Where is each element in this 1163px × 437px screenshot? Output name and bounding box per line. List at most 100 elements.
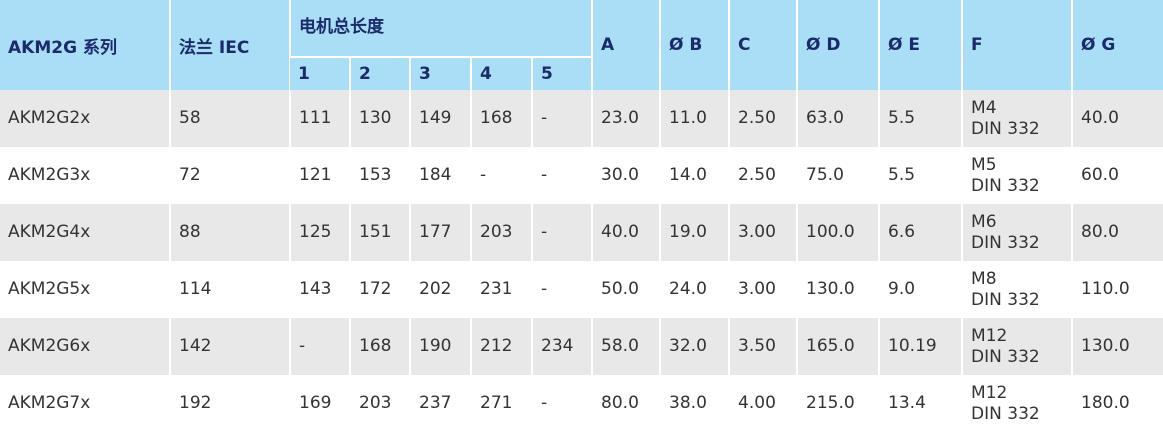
table-cell: 2.50	[728, 147, 798, 204]
cell-line: M4	[971, 97, 997, 118]
table-cell: 58	[169, 90, 290, 147]
column-header: Ø D	[796, 0, 880, 90]
column-header: A	[591, 0, 661, 90]
table-body: AKM2G2x 58 111 130 149 168-23.0 11.0 2.50 63.0 5.…	[0, 90, 1163, 432]
table-cell: 192	[169, 375, 290, 432]
table-cell: 24.0	[659, 261, 730, 318]
column-header: Ø B	[659, 0, 730, 90]
table-row: AKM2G2x 58 111 130 149 168-23.0 11.0 2.50 63.0 5.…	[0, 90, 1163, 147]
cell-line: M5	[971, 154, 997, 175]
table-cell: M12 DIN 332	[961, 375, 1073, 432]
table-cell: -	[530, 204, 593, 261]
cell-line: M12	[971, 382, 1008, 403]
table-cell: 75.0	[796, 147, 880, 204]
table-cell: -	[530, 147, 593, 204]
table-cell: 100.0	[796, 204, 880, 261]
table-cell: -	[289, 318, 350, 375]
table-cell: 180.0	[1071, 375, 1163, 432]
table-cell: 203	[349, 375, 410, 432]
table-cell: 11.0	[659, 90, 730, 147]
table-cell: M4 DIN 332	[961, 90, 1073, 147]
table-cell: 14.0	[659, 147, 730, 204]
table-cell: 130.0	[1071, 318, 1163, 375]
table-cell: 215.0	[796, 375, 880, 432]
cell-line: M8	[971, 268, 997, 289]
column-header: F	[961, 0, 1073, 90]
table-cell: AKM2G2x	[0, 90, 170, 147]
table-cell: 6.6	[878, 204, 963, 261]
table-cell: 184	[409, 147, 471, 204]
cell-line: M6	[971, 211, 997, 232]
table-cell: 60.0	[1071, 147, 1163, 204]
table-cell: 231	[470, 261, 532, 318]
table-cell: 130	[349, 90, 410, 147]
table-cell: M6 DIN 332	[961, 204, 1073, 261]
table-cell: 58.0	[591, 318, 661, 375]
table-cell: 190	[409, 318, 471, 375]
table-cell: -	[530, 375, 593, 432]
table-cell: 5.5	[878, 90, 963, 147]
sub-column-header: 5	[530, 57, 593, 90]
table-cell: 63.0	[796, 90, 880, 147]
table-cell: 40.0	[591, 204, 661, 261]
table-cell: 30.0	[591, 147, 661, 204]
table-row: AKM2G7x 192 169 203 237 271-80.0 38.0 4.00 215.0…	[0, 375, 1163, 432]
table-cell: 114	[169, 261, 290, 318]
column-header: 法兰 IEC	[169, 0, 290, 90]
table-cell: -	[470, 147, 532, 204]
table-row: AKM2G3x 72 121 153 184- -30.0 14.0 2.50 75.0 5.5 M…	[0, 147, 1163, 204]
table-cell: 149	[409, 90, 471, 147]
table-row: AKM2G4x 88 125 151 177 203-40.0 19.0 3.00 100.0 6…	[0, 204, 1163, 261]
sub-column-header: 3	[409, 57, 471, 90]
table-cell: 165.0	[796, 318, 880, 375]
table-cell: 88	[169, 204, 290, 261]
table-cell: 143	[289, 261, 350, 318]
table-cell: 23.0	[591, 90, 661, 147]
table-cell: 142	[169, 318, 290, 375]
table-cell: 110.0	[1071, 261, 1163, 318]
table-cell: M5 DIN 332	[961, 147, 1073, 204]
table-cell: 3.00	[728, 261, 798, 318]
sub-column-header: 1	[290, 57, 350, 90]
table-row: AKM2G5x 114 143 172 202 231-50.0 24.0 3.00 130.0…	[0, 261, 1163, 318]
table-cell: 271	[470, 375, 532, 432]
table-cell: 72	[169, 147, 290, 204]
cell-line: DIN 332	[971, 118, 1040, 139]
table-cell: 3.00	[728, 204, 798, 261]
table-cell: 203	[470, 204, 532, 261]
table-cell: 153	[349, 147, 410, 204]
table-cell: M12 DIN 332	[961, 318, 1073, 375]
cell-line: DIN 332	[971, 346, 1040, 367]
sub-column-header: 2	[349, 57, 410, 90]
table-cell: 168	[349, 318, 410, 375]
table-cell: 168	[470, 90, 532, 147]
table-cell: 121	[289, 147, 350, 204]
cell-line: DIN 332	[971, 175, 1040, 196]
table-cell: AKM2G6x	[0, 318, 170, 375]
table-cell: 2.50	[728, 90, 798, 147]
table-cell: 13.4	[878, 375, 963, 432]
table-cell: 234	[530, 318, 593, 375]
column-header: 电机总长度	[288, 0, 593, 58]
table-cell: 40.0	[1071, 90, 1163, 147]
column-header: Ø G	[1071, 0, 1163, 90]
table-cell: 80.0	[1071, 204, 1163, 261]
table-cell: 237	[409, 375, 471, 432]
table-cell: AKM2G5x	[0, 261, 170, 318]
cell-line: M12	[971, 325, 1008, 346]
cell-line: DIN 332	[971, 289, 1040, 310]
table-cell: 19.0	[659, 204, 730, 261]
table-cell: 172	[349, 261, 410, 318]
table-cell: AKM2G3x	[0, 147, 170, 204]
table-cell: 50.0	[591, 261, 661, 318]
table-cell: 38.0	[659, 375, 730, 432]
table-cell: AKM2G4x	[0, 204, 170, 261]
table-cell: 3.50	[728, 318, 798, 375]
table-cell: 125	[289, 204, 350, 261]
table-cell: 4.00	[728, 375, 798, 432]
